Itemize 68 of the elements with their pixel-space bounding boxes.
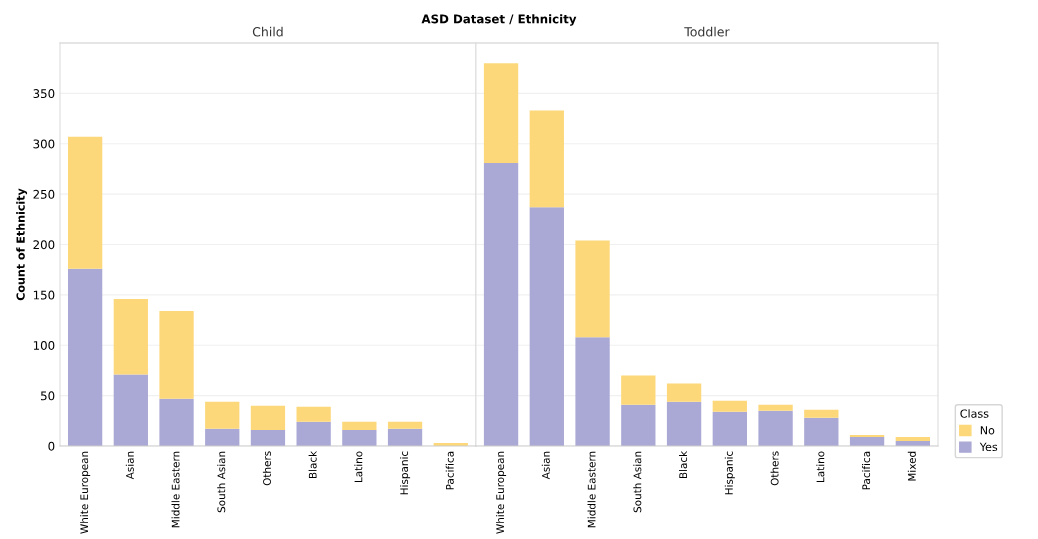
x-tick-label: White European bbox=[80, 451, 91, 534]
bar bbox=[804, 409, 839, 418]
bar bbox=[159, 398, 194, 446]
bar bbox=[621, 404, 656, 446]
x-tick-label: Latino bbox=[354, 451, 363, 482]
bar bbox=[159, 311, 194, 399]
bar bbox=[205, 428, 240, 446]
x-tick-label: Others bbox=[770, 451, 779, 486]
bar bbox=[621, 375, 656, 405]
x-tick-label: White European bbox=[496, 451, 507, 534]
y-tick-label: 250 bbox=[33, 189, 55, 199]
legend-title: Class bbox=[960, 409, 989, 418]
bar bbox=[483, 63, 519, 163]
bar bbox=[387, 421, 423, 429]
bar bbox=[296, 406, 331, 422]
bar bbox=[68, 268, 103, 446]
y-axis-title: Count of Ethnicity bbox=[16, 188, 28, 301]
x-tick-label: Asian bbox=[541, 451, 550, 480]
bar bbox=[666, 383, 702, 402]
x-tick-label: Mixed bbox=[907, 451, 916, 481]
bar bbox=[68, 136, 103, 269]
x-tick-label: Latino bbox=[816, 451, 825, 482]
bar bbox=[529, 207, 564, 446]
x-tick-label: Black bbox=[308, 450, 317, 479]
x-tick-label: Others bbox=[262, 451, 271, 486]
legend-label: Yes bbox=[979, 442, 998, 452]
x-tick-label: Middle Eastern bbox=[171, 451, 180, 528]
x-tick-label: Asian bbox=[125, 451, 134, 480]
x-tick-label: South Asian bbox=[217, 451, 226, 513]
chart-title: ASD Dataset / Ethnicity bbox=[421, 14, 577, 26]
bar bbox=[529, 110, 564, 208]
bar bbox=[250, 405, 286, 430]
bar bbox=[483, 162, 519, 446]
bar bbox=[712, 411, 747, 446]
y-tick-label: 300 bbox=[33, 139, 55, 149]
bar bbox=[205, 401, 240, 429]
bar bbox=[113, 298, 148, 375]
y-tick-label: 100 bbox=[33, 340, 55, 350]
bar bbox=[113, 374, 148, 446]
bar bbox=[849, 434, 885, 437]
y-tick-label: 200 bbox=[33, 240, 55, 250]
bar bbox=[666, 401, 702, 446]
bar bbox=[804, 417, 839, 446]
x-tick-label: Middle Eastern bbox=[587, 451, 596, 528]
x-tick-label: Hispanic bbox=[400, 451, 411, 495]
x-tick-label: Black bbox=[679, 450, 688, 479]
y-tick-label: 0 bbox=[48, 441, 55, 451]
y-tick-label: 50 bbox=[41, 391, 55, 401]
bar bbox=[575, 337, 610, 446]
bar bbox=[712, 400, 747, 412]
legend-label: No bbox=[980, 426, 995, 435]
bar bbox=[387, 428, 423, 446]
bar bbox=[342, 429, 377, 446]
bar bbox=[250, 429, 286, 446]
x-tick-label: Pacifica bbox=[862, 451, 871, 490]
x-tick-label: Hispanic bbox=[724, 451, 735, 495]
x-tick-label: Pacifica bbox=[445, 451, 454, 490]
chart-subtitle: Child bbox=[252, 26, 283, 37]
bar bbox=[758, 404, 793, 411]
chart-subtitle: Toddler bbox=[684, 26, 730, 37]
bar bbox=[342, 421, 377, 430]
bar bbox=[895, 436, 930, 441]
bar bbox=[575, 240, 610, 338]
x-tick-label: South Asian bbox=[633, 451, 642, 513]
bar bbox=[758, 410, 793, 446]
bar bbox=[296, 421, 331, 446]
y-tick-label: 150 bbox=[33, 290, 55, 300]
y-tick-label: 350 bbox=[33, 89, 55, 99]
